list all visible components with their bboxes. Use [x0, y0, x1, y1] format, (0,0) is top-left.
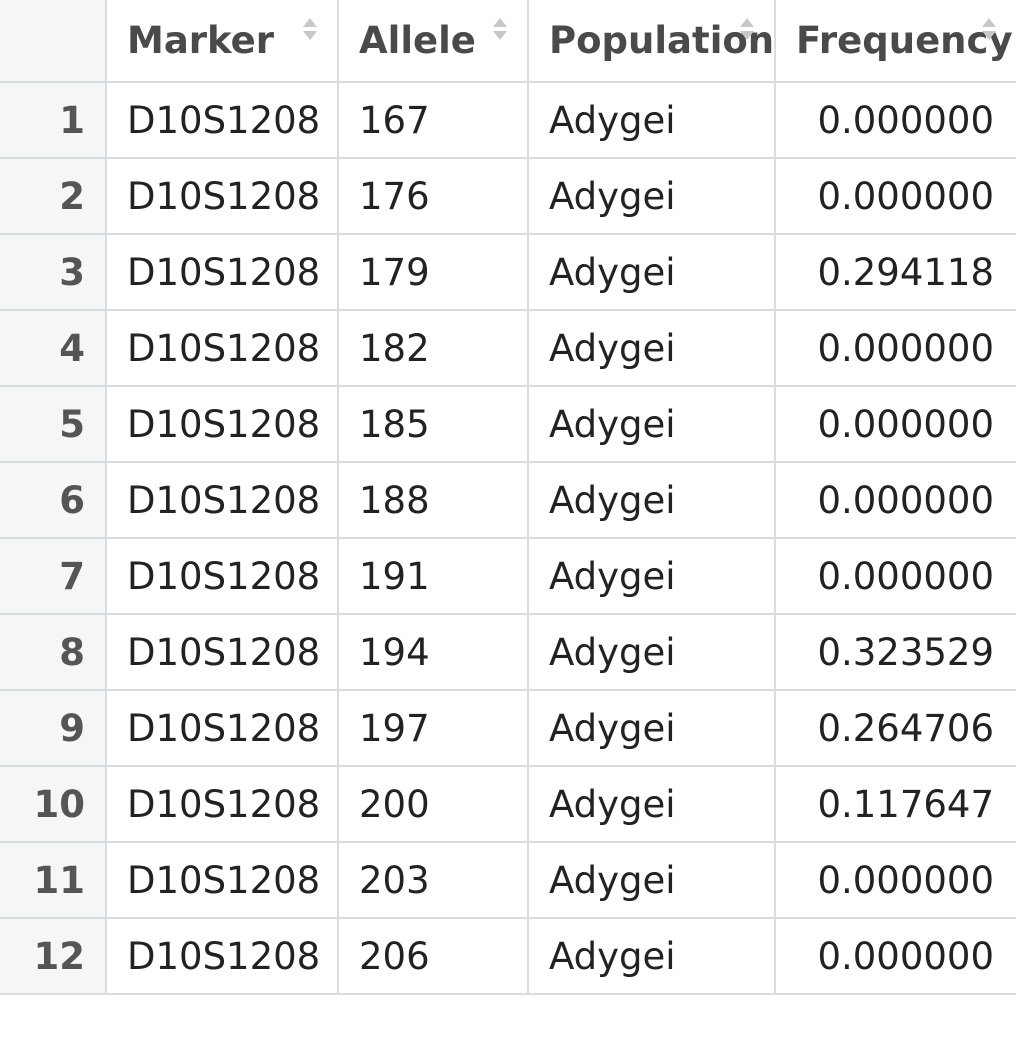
allele-cell: 179 [337, 233, 529, 311]
marker-cell: D10S1208 [105, 537, 339, 615]
population-cell: Adygei [527, 613, 776, 691]
frequency-cell: 0.294118 [774, 233, 1016, 311]
table-row: 7 D10S1208 191 Adygei 0.000000 [0, 537, 1016, 615]
row-index-cell: 8 [0, 613, 107, 691]
column-header-label: Marker [127, 19, 274, 62]
allele-cell: 176 [337, 157, 529, 235]
marker-cell: D10S1208 [105, 157, 339, 235]
population-cell: Adygei [527, 841, 776, 919]
table-row: 2 D10S1208 176 Adygei 0.000000 [0, 157, 1016, 235]
population-cell: Adygei [527, 537, 776, 615]
column-header-label: Frequency [796, 19, 1013, 62]
population-cell: Adygei [527, 689, 776, 767]
population-cell: Adygei [527, 233, 776, 311]
marker-cell: D10S1208 [105, 81, 339, 159]
sort-updown-icon[interactable] [491, 16, 509, 46]
allele-cell: 203 [337, 841, 529, 919]
frequency-cell: 0.117647 [774, 765, 1016, 843]
sort-updown-icon[interactable] [738, 16, 756, 46]
table-row: 10 D10S1208 200 Adygei 0.117647 [0, 765, 1016, 843]
row-index-cell: 2 [0, 157, 107, 235]
header-row: Marker Allele Population Frequency [0, 0, 1016, 83]
allele-cell: 182 [337, 309, 529, 387]
marker-cell: D10S1208 [105, 917, 339, 995]
population-cell: Adygei [527, 461, 776, 539]
population-cell: Adygei [527, 917, 776, 995]
population-cell: Adygei [527, 765, 776, 843]
row-index-cell: 3 [0, 233, 107, 311]
column-header-index [0, 0, 107, 83]
frequency-cell: 0.000000 [774, 81, 1016, 159]
column-header-frequency[interactable]: Frequency [774, 0, 1016, 83]
allele-cell: 185 [337, 385, 529, 463]
marker-cell: D10S1208 [105, 765, 339, 843]
column-header-allele[interactable]: Allele [337, 0, 529, 83]
row-index-cell: 11 [0, 841, 107, 919]
table-row: 12 D10S1208 206 Adygei 0.000000 [0, 917, 1016, 995]
sort-updown-icon[interactable] [980, 16, 998, 46]
row-index-cell: 6 [0, 461, 107, 539]
marker-cell: D10S1208 [105, 841, 339, 919]
frequency-cell: 0.000000 [774, 461, 1016, 539]
table-row: 8 D10S1208 194 Adygei 0.323529 [0, 613, 1016, 691]
column-header-population[interactable]: Population [527, 0, 776, 83]
marker-cell: D10S1208 [105, 461, 339, 539]
row-index-cell: 12 [0, 917, 107, 995]
table-row: 1 D10S1208 167 Adygei 0.000000 [0, 81, 1016, 159]
marker-cell: D10S1208 [105, 233, 339, 311]
frequency-cell: 0.000000 [774, 309, 1016, 387]
column-header-label: Population [549, 19, 775, 62]
row-index-cell: 7 [0, 537, 107, 615]
marker-cell: D10S1208 [105, 613, 339, 691]
population-cell: Adygei [527, 385, 776, 463]
marker-cell: D10S1208 [105, 689, 339, 767]
row-index-cell: 1 [0, 81, 107, 159]
allele-cell: 194 [337, 613, 529, 691]
table-body: 1 D10S1208 167 Adygei 0.000000 2 D10S1208 176 Ad… [0, 81, 1016, 995]
frequency-cell: 0.000000 [774, 157, 1016, 235]
table-row: 3 D10S1208 179 Adygei 0.294118 [0, 233, 1016, 311]
row-index-cell: 10 [0, 765, 107, 843]
allele-cell: 197 [337, 689, 529, 767]
frequency-cell: 0.000000 [774, 537, 1016, 615]
frequency-cell: 0.000000 [774, 917, 1016, 995]
marker-cell: D10S1208 [105, 309, 339, 387]
table-row: 9 D10S1208 197 Adygei 0.264706 [0, 689, 1016, 767]
allele-cell: 200 [337, 765, 529, 843]
allele-cell: 188 [337, 461, 529, 539]
population-cell: Adygei [527, 309, 776, 387]
row-index-cell: 4 [0, 309, 107, 387]
allele-cell: 167 [337, 81, 529, 159]
row-index-cell: 9 [0, 689, 107, 767]
population-cell: Adygei [527, 81, 776, 159]
marker-cell: D10S1208 [105, 385, 339, 463]
frequency-cell: 0.000000 [774, 841, 1016, 919]
table-row: 11 D10S1208 203 Adygei 0.000000 [0, 841, 1016, 919]
table-row: 4 D10S1208 182 Adygei 0.000000 [0, 309, 1016, 387]
sort-updown-icon[interactable] [301, 16, 319, 46]
column-header-label: Allele [359, 19, 476, 62]
allele-cell: 191 [337, 537, 529, 615]
data-table: Marker Allele Population Frequency 1 D10S… [0, 0, 1016, 995]
frequency-cell: 0.000000 [774, 385, 1016, 463]
table-header: Marker Allele Population Frequency [0, 0, 1016, 83]
table-row: 6 D10S1208 188 Adygei 0.000000 [0, 461, 1016, 539]
table-row: 5 D10S1208 185 Adygei 0.000000 [0, 385, 1016, 463]
frequency-cell: 0.264706 [774, 689, 1016, 767]
column-header-marker[interactable]: Marker [105, 0, 339, 83]
frequency-cell: 0.323529 [774, 613, 1016, 691]
row-index-cell: 5 [0, 385, 107, 463]
allele-cell: 206 [337, 917, 529, 995]
population-cell: Adygei [527, 157, 776, 235]
